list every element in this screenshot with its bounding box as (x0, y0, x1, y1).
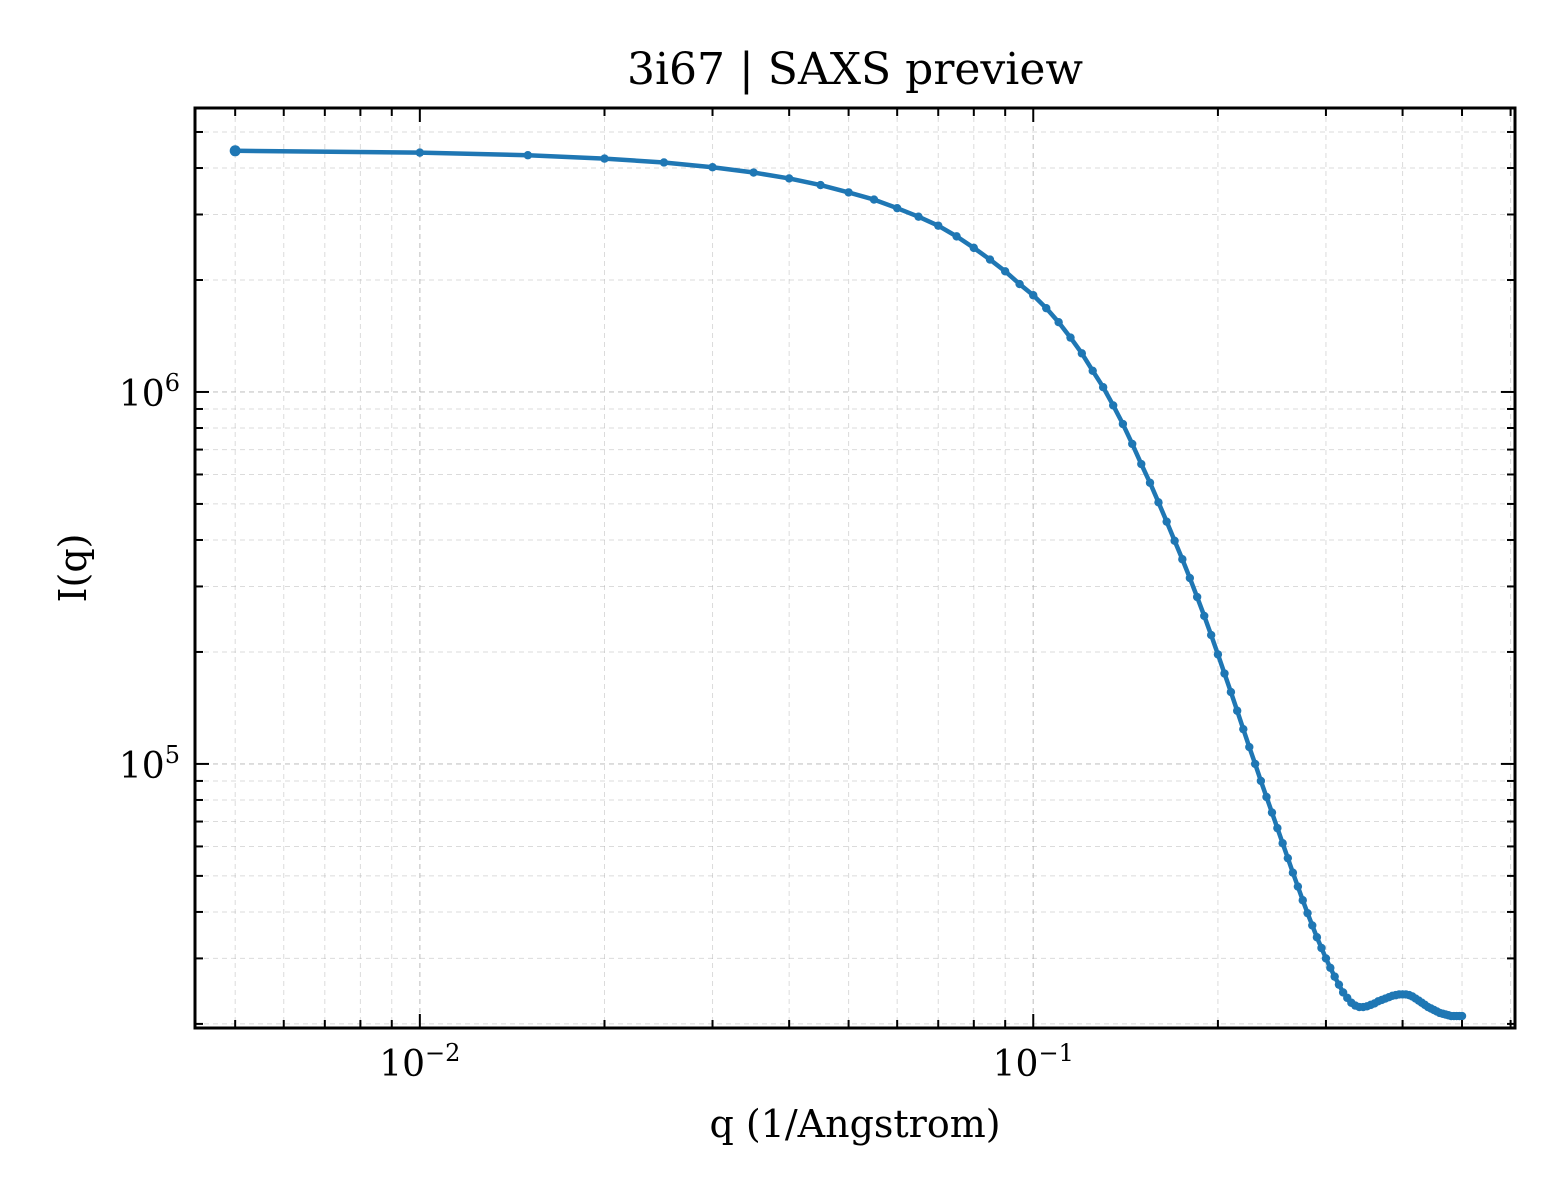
data-point (1298, 896, 1307, 905)
data-point (1267, 808, 1277, 817)
x-tick-label: 10−2 (379, 1039, 460, 1085)
data-point (1334, 980, 1344, 989)
data-point (1288, 868, 1298, 877)
data-point (1317, 943, 1326, 953)
data-point (1239, 724, 1248, 734)
data-point (1308, 921, 1317, 930)
data-point (1206, 630, 1216, 640)
data-point (1000, 267, 1010, 276)
data-point (523, 151, 533, 160)
x-tick-label: 10−1 (993, 1039, 1074, 1085)
data-point (1118, 419, 1128, 429)
data-point (1128, 439, 1137, 449)
data-point (1154, 498, 1163, 507)
data-point (869, 195, 879, 204)
y-tick-label: 106 (119, 369, 180, 415)
data-point (1457, 1011, 1467, 1021)
axis-ticks (195, 108, 1515, 1028)
data-point (1088, 366, 1097, 375)
chart-title: 3i67 | SAXS preview (627, 44, 1083, 95)
data-point (1232, 706, 1242, 715)
data-point (1293, 882, 1303, 891)
data-point (1273, 823, 1282, 833)
data-point (749, 168, 758, 177)
data-point (1170, 536, 1179, 545)
tick-labels: 10−2 10−1 105 106 (119, 369, 1074, 1085)
data-point (1098, 382, 1108, 392)
data-point (1220, 669, 1229, 678)
data-point (1278, 839, 1287, 848)
data-point (1250, 759, 1260, 769)
data-point (1200, 611, 1209, 621)
data-point (1042, 303, 1051, 313)
data-series (229, 145, 1467, 1021)
data-point (1283, 853, 1293, 863)
data-point (1185, 573, 1195, 583)
data-point (1326, 963, 1335, 973)
data-point (1162, 517, 1171, 526)
grid-lines (195, 108, 1515, 1028)
data-point (844, 188, 853, 197)
data-point (1262, 792, 1271, 802)
data-point (708, 163, 717, 172)
data-point (1303, 908, 1312, 918)
data-point (985, 255, 995, 264)
data-point (1029, 291, 1038, 300)
data-point (784, 174, 794, 183)
data-point (892, 203, 902, 213)
data-point (1213, 650, 1223, 659)
data-point (1256, 776, 1266, 786)
data-point (1066, 333, 1075, 342)
data-point (952, 232, 961, 241)
data-point (1192, 592, 1202, 602)
data-point (1145, 478, 1155, 487)
data-point (1245, 742, 1254, 752)
data-point (934, 221, 943, 230)
data-point (914, 212, 923, 221)
data-point (415, 148, 425, 157)
data-point (1077, 349, 1087, 358)
data-point (1330, 972, 1339, 981)
data-point (1109, 401, 1118, 410)
data-point (1015, 279, 1024, 289)
data-point (600, 154, 609, 163)
data-point (1054, 318, 1063, 327)
data-point (969, 243, 979, 253)
data-point (1226, 687, 1236, 697)
x-axis-label: q (1/Angstrom) (709, 1102, 1000, 1146)
data-point (1312, 933, 1322, 942)
data-point (1137, 459, 1146, 469)
data-point (1321, 954, 1331, 963)
data-point (816, 180, 825, 190)
y-axis-label: I(q) (51, 534, 95, 603)
data-point (1178, 555, 1187, 564)
y-tick-label: 105 (119, 741, 180, 787)
data-point (659, 158, 669, 167)
plot-frame (193, 106, 1517, 1030)
data-point (229, 145, 241, 157)
